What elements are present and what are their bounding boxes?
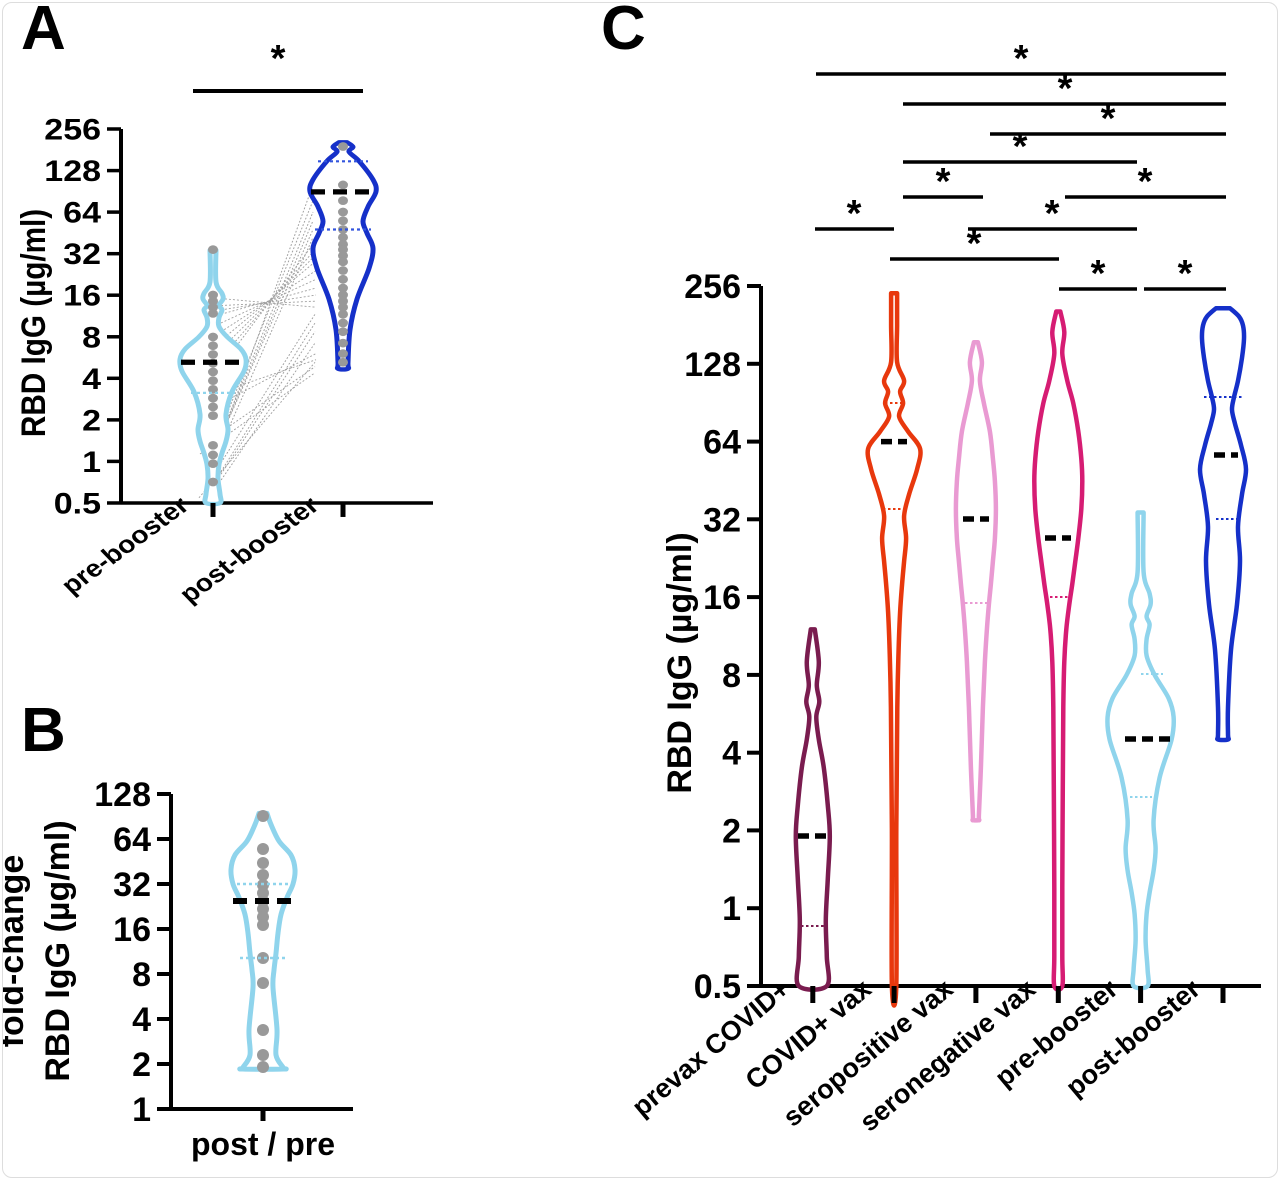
svg-text:64: 64 <box>63 196 101 229</box>
svg-text:0.5: 0.5 <box>694 968 741 1006</box>
svg-text:4: 4 <box>132 1001 151 1039</box>
svg-text:2: 2 <box>132 1046 151 1084</box>
svg-text:post-booster: post-booster <box>173 491 325 608</box>
svg-text:*: * <box>1178 253 1193 295</box>
svg-text:*: * <box>1101 98 1116 140</box>
svg-text:*: * <box>1045 193 1060 235</box>
svg-text:8: 8 <box>132 956 151 994</box>
svg-text:4: 4 <box>722 735 741 773</box>
svg-text:32: 32 <box>113 866 151 904</box>
svg-text:*: * <box>967 223 982 265</box>
svg-text:post / pre: post / pre <box>191 1126 335 1162</box>
svg-text:*: * <box>1091 253 1106 295</box>
svg-text:256: 256 <box>44 112 101 145</box>
svg-text:32: 32 <box>63 237 101 270</box>
svg-text:*: * <box>1013 126 1028 168</box>
svg-text:RBD IgG (µg/ml): RBD IgG (µg/ml) <box>14 209 52 437</box>
svg-text:*: * <box>1058 68 1073 110</box>
svg-text:1: 1 <box>132 1091 151 1129</box>
svg-text:2: 2 <box>82 403 101 436</box>
svg-text:64: 64 <box>113 821 151 859</box>
svg-text:16: 16 <box>703 579 741 617</box>
svg-text:fold-change: fold-change <box>2 855 31 1048</box>
svg-text:*: * <box>271 38 286 80</box>
svg-text:*: * <box>936 161 951 203</box>
svg-text:8: 8 <box>82 320 101 353</box>
svg-text:16: 16 <box>113 911 151 949</box>
svg-text:128: 128 <box>94 776 151 814</box>
svg-text:4: 4 <box>82 362 101 395</box>
svg-text:*: * <box>1014 38 1029 80</box>
svg-text:2: 2 <box>722 812 741 850</box>
svg-text:64: 64 <box>703 424 741 462</box>
svg-text:*: * <box>847 193 862 235</box>
svg-text:1: 1 <box>722 890 741 928</box>
svg-text:256: 256 <box>684 268 741 306</box>
svg-text:16: 16 <box>63 279 101 312</box>
svg-text:1: 1 <box>82 445 101 478</box>
svg-text:*: * <box>1138 161 1153 203</box>
svg-text:32: 32 <box>703 501 741 539</box>
svg-text:RBD IgG (µg/ml): RBD IgG (µg/ml) <box>39 820 77 1081</box>
svg-text:RBD IgG (µg/ml): RBD IgG (µg/ml) <box>661 532 699 793</box>
svg-text:128: 128 <box>684 346 741 384</box>
svg-text:0.5: 0.5 <box>54 486 101 519</box>
svg-text:8: 8 <box>722 657 741 695</box>
svg-text:128: 128 <box>44 154 101 187</box>
